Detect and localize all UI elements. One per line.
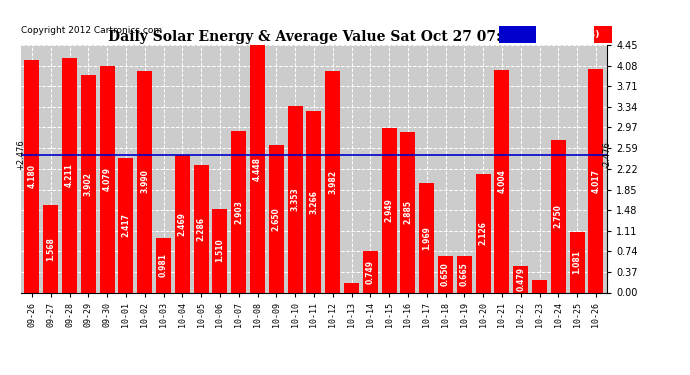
Text: 2.949: 2.949 bbox=[384, 198, 393, 222]
Bar bbox=[400, 132, 415, 292]
Bar bbox=[382, 129, 397, 292]
Text: 0.981: 0.981 bbox=[159, 253, 168, 277]
Text: 3.990: 3.990 bbox=[140, 170, 149, 194]
Bar bbox=[175, 155, 190, 292]
Text: 3.266: 3.266 bbox=[309, 190, 319, 214]
Bar bbox=[194, 165, 208, 292]
Text: 2.650: 2.650 bbox=[272, 207, 281, 231]
Text: 2.126: 2.126 bbox=[479, 222, 488, 245]
Text: 1.510: 1.510 bbox=[215, 238, 224, 262]
Text: 2.903: 2.903 bbox=[235, 200, 244, 224]
Bar bbox=[43, 205, 58, 292]
Bar bbox=[137, 70, 152, 292]
Title: Daily Solar Energy & Average Value Sat Oct 27 07:26: Daily Solar Energy & Average Value Sat O… bbox=[108, 30, 520, 44]
Bar bbox=[420, 183, 434, 292]
Text: 4.448: 4.448 bbox=[253, 157, 262, 181]
Text: 0.650: 0.650 bbox=[441, 262, 450, 286]
Bar bbox=[250, 45, 265, 292]
Bar bbox=[269, 145, 284, 292]
Text: 0.479: 0.479 bbox=[516, 267, 525, 291]
Bar bbox=[570, 232, 584, 292]
Bar bbox=[457, 255, 472, 292]
Text: 2.417: 2.417 bbox=[121, 213, 130, 237]
Text: 4.004: 4.004 bbox=[497, 169, 506, 193]
Text: 4.180: 4.180 bbox=[28, 164, 37, 188]
Text: 3.982: 3.982 bbox=[328, 170, 337, 194]
Bar bbox=[99, 66, 115, 292]
Bar bbox=[288, 106, 303, 292]
Text: 1.568: 1.568 bbox=[46, 237, 55, 261]
Bar bbox=[119, 158, 133, 292]
Bar bbox=[551, 140, 566, 292]
Bar bbox=[62, 58, 77, 292]
Text: 4.211: 4.211 bbox=[65, 164, 74, 188]
Bar bbox=[325, 71, 340, 292]
Text: 1.969: 1.969 bbox=[422, 226, 431, 250]
Bar bbox=[495, 70, 509, 292]
Bar bbox=[81, 75, 96, 292]
Bar bbox=[589, 69, 604, 292]
Text: Copyright 2012 Cartronics.com: Copyright 2012 Cartronics.com bbox=[21, 26, 162, 35]
Text: +2.476: +2.476 bbox=[16, 140, 26, 170]
Bar bbox=[499, 26, 536, 43]
Bar bbox=[513, 266, 529, 292]
Bar bbox=[363, 251, 378, 292]
Text: 0.665: 0.665 bbox=[460, 262, 469, 286]
Text: Daily  ($): Daily ($) bbox=[618, 30, 664, 39]
Bar bbox=[344, 283, 359, 292]
Bar bbox=[231, 131, 246, 292]
Text: -2.476: -2.476 bbox=[602, 141, 612, 168]
Bar bbox=[532, 280, 547, 292]
Text: 2.469: 2.469 bbox=[178, 212, 187, 236]
Text: 1.081: 1.081 bbox=[573, 251, 582, 274]
Bar bbox=[475, 174, 491, 292]
Bar bbox=[24, 60, 39, 292]
Bar bbox=[593, 26, 612, 43]
Text: 2.286: 2.286 bbox=[197, 217, 206, 241]
Text: 3.353: 3.353 bbox=[290, 188, 299, 211]
Bar bbox=[213, 209, 228, 292]
Bar bbox=[438, 256, 453, 292]
Text: 3.902: 3.902 bbox=[84, 172, 93, 196]
Text: 4.017: 4.017 bbox=[591, 169, 600, 193]
Text: Average ($): Average ($) bbox=[540, 30, 599, 39]
Bar bbox=[156, 238, 171, 292]
Bar bbox=[306, 111, 322, 292]
Text: 2.750: 2.750 bbox=[554, 204, 563, 228]
Text: 4.079: 4.079 bbox=[103, 167, 112, 191]
Text: 2.885: 2.885 bbox=[404, 200, 413, 224]
Text: 0.749: 0.749 bbox=[366, 260, 375, 284]
